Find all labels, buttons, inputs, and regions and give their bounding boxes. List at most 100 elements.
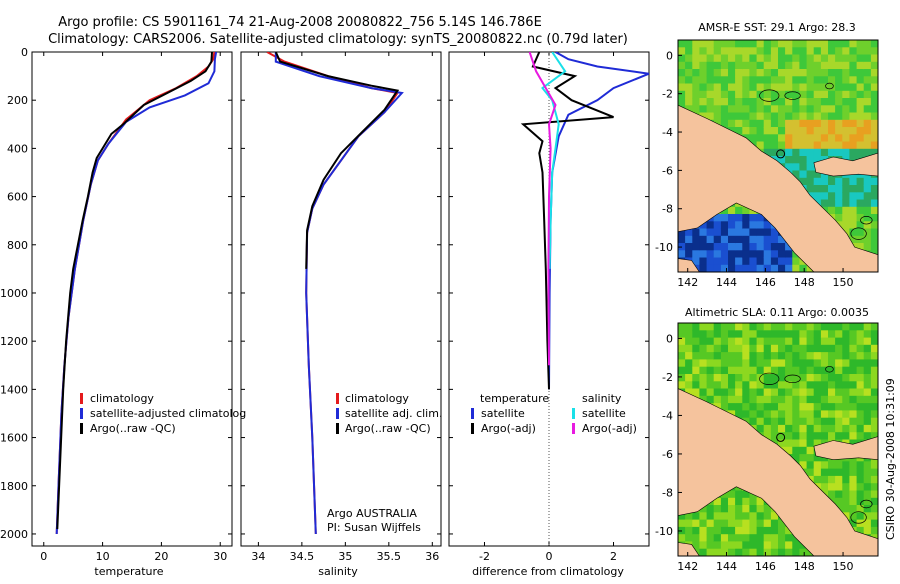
heatmap-cell	[735, 40, 743, 48]
heatmap-cell	[813, 61, 822, 70]
heatmap-cell	[699, 366, 707, 375]
heatmap-cell	[699, 330, 707, 339]
legend-label-sal-argo: Argo(-adj)	[582, 422, 637, 435]
heatmap-cell	[828, 177, 836, 186]
heatmap-cell	[828, 112, 836, 121]
heatmap-cell	[749, 40, 757, 48]
heatmap-cell	[785, 141, 793, 150]
heatmap-cell	[842, 432, 850, 440]
heatmap-cell	[813, 468, 822, 477]
heatmap-cell	[770, 134, 779, 143]
heatmap-cell	[870, 90, 878, 99]
heatmap-cell	[763, 534, 772, 542]
heatmap-cell	[728, 497, 736, 506]
heatmap-cell	[770, 526, 779, 535]
heatmap-cell	[863, 461, 872, 470]
heatmap-cell	[828, 483, 836, 491]
heatmap-cell	[728, 541, 736, 550]
heatmap-cell	[720, 505, 729, 513]
heatmap-cell	[806, 119, 815, 128]
heatmap-cell	[828, 417, 836, 426]
heatmap-cell	[699, 519, 707, 528]
heatmap-cell	[749, 352, 757, 360]
heatmap-cell	[849, 519, 857, 528]
heatmap-cell	[806, 374, 815, 382]
heatmap-cell	[820, 403, 829, 411]
heatmap-cell	[749, 83, 757, 92]
heatmap-cell	[842, 323, 850, 331]
temperature-panel: 0 200 400 600 800 1000 1200 1400 1600 1800 2000 0 1…	[0, 46, 246, 578]
heatmap-cell	[785, 432, 793, 440]
heatmap-cell	[820, 483, 829, 491]
heatmap-cell	[770, 141, 779, 150]
heatmap-cell	[835, 483, 843, 491]
heatmap-cell	[699, 69, 707, 77]
heatmap-cell	[749, 381, 757, 390]
heatmap-cell	[699, 381, 707, 390]
heatmap-cell	[756, 497, 765, 506]
heatmap-cell	[856, 512, 865, 521]
heatmap-cell	[856, 475, 865, 484]
heatmap-cell	[842, 40, 850, 48]
heatmap-cell	[778, 61, 786, 70]
heatmap-cell	[849, 497, 857, 506]
heatmap-cell	[856, 235, 865, 244]
heatmap-cell	[720, 381, 729, 390]
heatmap-cell	[763, 323, 772, 331]
heatmap-cell	[763, 432, 772, 440]
heatmap-cell	[842, 366, 850, 375]
heatmap-cell	[778, 47, 786, 56]
heatmap-cell	[849, 461, 857, 470]
heatmap-cell	[856, 214, 865, 222]
heatmap-cell	[813, 47, 822, 56]
heatmap-cell	[742, 206, 750, 215]
heatmap-cell	[735, 323, 743, 331]
heatmap-cell	[870, 47, 878, 56]
heatmap-cell	[749, 497, 757, 506]
heatmap-cell	[806, 323, 815, 331]
heatmap-cell	[735, 534, 743, 542]
heatmap-cell	[799, 98, 807, 106]
heatmap-cell	[806, 403, 815, 411]
heatmap-cell	[863, 98, 872, 106]
heatmap-cell	[856, 61, 865, 70]
heatmap-cell	[849, 330, 857, 339]
heatmap-cell	[785, 381, 793, 390]
heatmap-cell	[792, 69, 800, 77]
heatmap-cell	[720, 250, 729, 259]
heatmap-cell	[849, 366, 857, 375]
heatmap-cell	[713, 519, 722, 528]
heatmap-cell	[863, 177, 872, 186]
heatmap-cell	[713, 505, 722, 513]
heatmap-cell	[720, 337, 729, 346]
heatmap-cell	[813, 410, 822, 419]
heatmap-cell	[692, 512, 700, 521]
heatmap-cell	[856, 134, 865, 143]
series-line-climatology	[55, 52, 216, 535]
heatmap-cell	[742, 388, 750, 397]
heatmap-cell	[685, 54, 693, 63]
legend-swatch-satellite	[336, 408, 339, 419]
heatmap-cell	[799, 337, 807, 346]
heatmap-cell	[842, 177, 850, 186]
heatmap-cell	[792, 148, 800, 157]
x-tick-label: 20	[154, 550, 168, 563]
heatmap-cell	[806, 156, 815, 164]
heatmap-cell	[856, 330, 865, 339]
heatmap-cell	[778, 548, 786, 556]
legend-label-climatology: climatology	[345, 392, 409, 405]
heatmap-cell	[742, 512, 750, 521]
legend-swatch-sal-argo	[572, 423, 575, 434]
heatmap-cell	[735, 54, 743, 63]
heatmap-cell	[856, 148, 865, 157]
heatmap-cell	[692, 243, 700, 251]
heatmap-cell	[835, 424, 843, 433]
heatmap-cell	[699, 534, 707, 542]
heatmap-cell	[792, 330, 800, 339]
heatmap-cell	[863, 366, 872, 375]
heatmap-cell	[720, 264, 729, 272]
heatmap-cell	[756, 83, 765, 92]
heatmap-cell	[756, 366, 765, 375]
sla-map-panel: Altimetric SLA: 0.11 Argo: 0.0035 142 144…	[655, 306, 879, 573]
heatmap-cell	[699, 228, 707, 237]
